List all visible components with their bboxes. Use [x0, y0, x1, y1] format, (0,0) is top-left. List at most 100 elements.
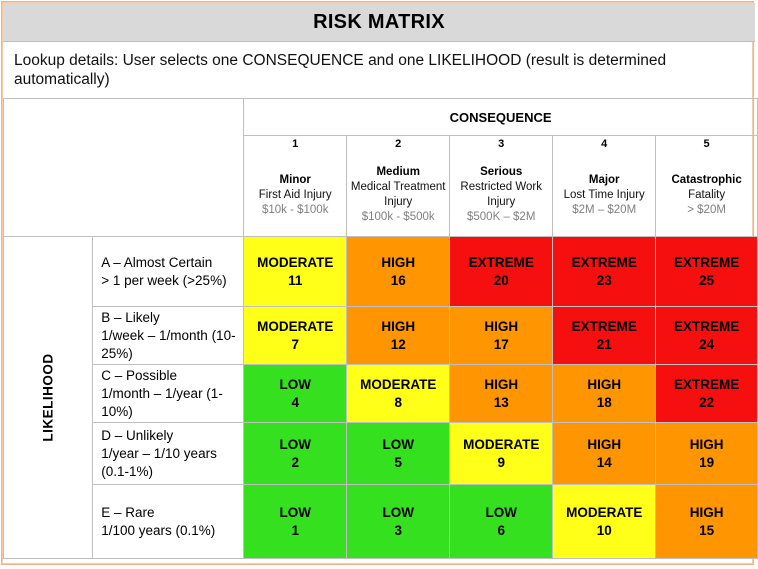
risk-score: 15 [699, 522, 715, 538]
risk-score: 8 [394, 394, 402, 410]
likelihood-frequency: 1/100 years (0.1%) [101, 522, 216, 538]
likelihood-name: E – Rare [101, 504, 155, 520]
risk-cell[interactable]: EXTREME 22 [655, 364, 758, 423]
risk-cell[interactable]: HIGH 18 [552, 364, 657, 423]
consequence-description: Medical Treatment Injury [350, 181, 446, 208]
risk-score: 12 [390, 336, 406, 352]
risk-level: HIGH [484, 376, 519, 392]
risk-cell[interactable]: EXTREME 25 [655, 236, 758, 307]
consequence-option-3[interactable]: Serious Restricted Work Injury $500K – $2M [449, 154, 554, 237]
likelihood-label: LIKELIHOOD [40, 353, 56, 442]
risk-level: MODERATE [257, 318, 334, 334]
risk-cell[interactable]: MODERATE 10 [552, 484, 657, 559]
risk-level: HIGH [689, 504, 724, 520]
risk-cell[interactable]: HIGH 15 [655, 484, 758, 559]
consequence-cost: $100k - $500k [361, 211, 435, 223]
consequence-name: Minor [279, 173, 311, 186]
risk-level: MODERATE [566, 504, 643, 520]
likelihood-option-a[interactable]: A – Almost Certain > 1 per week (>25%) [92, 236, 245, 307]
risk-score: 11 [288, 272, 303, 288]
consequence-option-1[interactable]: Minor First Aid Injury $10k - $100k [243, 154, 348, 237]
risk-score: 25 [699, 272, 715, 288]
risk-score: 5 [394, 454, 402, 470]
risk-cell[interactable]: HIGH 19 [655, 422, 758, 485]
consequence-option-5[interactable]: Catastrophic Fatality > $20M [655, 154, 758, 237]
consequence-name: Catastrophic [671, 173, 742, 186]
risk-cell[interactable]: LOW 4 [243, 364, 348, 423]
risk-cell[interactable]: MODERATE 7 [243, 306, 348, 365]
risk-cell[interactable]: EXTREME 24 [655, 306, 758, 365]
risk-score: 2 [291, 454, 299, 470]
risk-score: 1 [291, 522, 299, 538]
risk-cell[interactable]: HIGH 17 [449, 306, 554, 365]
risk-level: HIGH [689, 436, 724, 452]
risk-score: 18 [596, 394, 612, 410]
risk-cell[interactable]: HIGH 14 [552, 422, 657, 485]
risk-cell[interactable]: LOW 6 [449, 484, 554, 559]
likelihood-row: B – Likely 1/week – 1/month (10-25%) MODER… [4, 306, 758, 365]
consequence-number-5: 5 [655, 135, 758, 154]
likelihood-row: LIKELIHOOD A – Almost Certain > 1 per week… [2, 236, 758, 559]
risk-score: 7 [291, 336, 299, 352]
consequence-option-4[interactable]: Major Lost Time Injury $2M – $20M [552, 154, 657, 237]
consequence-cost: $500K – $2M [466, 211, 536, 223]
risk-level: EXTREME [571, 254, 637, 270]
likelihood-option-e[interactable]: E – Rare 1/100 years (0.1%) [92, 484, 245, 559]
consequence-cost: > $20M [687, 203, 726, 216]
likelihood-option-c[interactable]: C – Possible 1/month – 1/year (1-10%) [92, 364, 245, 423]
risk-score: 16 [390, 272, 406, 288]
likelihood-option-b[interactable]: B – Likely 1/week – 1/month (10-25%) [92, 306, 245, 365]
risk-score: 19 [699, 454, 715, 470]
consequence-name: Serious [480, 166, 523, 178]
risk-cell[interactable]: LOW 2 [243, 422, 348, 485]
risk-cell[interactable]: LOW 5 [346, 422, 451, 485]
risk-cell[interactable]: HIGH 13 [449, 364, 554, 423]
lookup-details: Lookup details: User selects one CONSEQU… [14, 52, 667, 88]
risk-score: 22 [699, 394, 715, 410]
risk-level: HIGH [381, 318, 416, 334]
risk-score: 20 [493, 272, 509, 288]
likelihood-option-d[interactable]: D – Unlikely 1/year – 1/10 years (0.1-1%) [92, 422, 245, 485]
risk-cell[interactable]: EXTREME 20 [449, 236, 554, 307]
risk-level: EXTREME [673, 254, 740, 270]
risk-level: LOW [279, 504, 311, 520]
consequence-description: Lost Time Injury [563, 188, 645, 201]
consequence-name: Major [588, 173, 620, 186]
risk-score: 4 [291, 394, 299, 410]
corner-cell [2, 98, 245, 237]
likelihood-name: B – Likely [101, 309, 160, 325]
likelihood-frequency: 1/year – 1/10 years (0.1-1%) [101, 445, 217, 479]
consequence-number-4: 4 [552, 135, 657, 154]
risk-level: LOW [485, 504, 517, 520]
risk-cell[interactable]: MODERATE 9 [449, 422, 554, 485]
risk-level: MODERATE [360, 376, 437, 392]
risk-cell[interactable]: LOW 3 [346, 484, 451, 559]
likelihood-frequency: 1/week – 1/month (10-25%) [101, 327, 236, 361]
risk-cell[interactable]: HIGH 12 [346, 306, 451, 365]
risk-score: 9 [497, 454, 505, 470]
risk-cell[interactable]: MODERATE 11 [243, 236, 348, 307]
risk-cell[interactable]: HIGH 16 [346, 236, 451, 307]
risk-score: 21 [596, 336, 612, 352]
risk-level: LOW [279, 436, 311, 452]
risk-cell[interactable]: MODERATE 8 [346, 364, 451, 423]
likelihood-row: C – Possible 1/month – 1/year (1-10%) LOW 4… [4, 364, 758, 423]
consequence-cost: $2M – $20M [572, 203, 637, 216]
risk-level: EXTREME [673, 318, 740, 334]
likelihood-header: LIKELIHOOD [2, 236, 94, 559]
risk-cell[interactable]: LOW 1 [243, 484, 348, 559]
consequence-number-2: 2 [346, 135, 451, 154]
risk-level: HIGH [484, 318, 519, 334]
consequence-number-3: 3 [449, 135, 554, 154]
risk-level: MODERATE [463, 436, 540, 452]
consequence-number-1: 1 [243, 135, 348, 154]
risk-cell[interactable]: EXTREME 23 [552, 236, 657, 307]
likelihood-frequency: > 1 per week (>25%) [101, 272, 227, 288]
page-title: RISK MATRIX [3, 3, 755, 42]
risk-level: EXTREME [673, 376, 740, 392]
risk-score: 3 [394, 522, 402, 538]
consequence-description: First Aid Injury [258, 188, 332, 201]
risk-cell[interactable]: EXTREME 21 [552, 306, 657, 365]
consequence-option-2[interactable]: Medium Medical Treatment Injury $100k - $5… [346, 154, 451, 237]
likelihood-frequency: 1/month – 1/year (1-10%) [101, 385, 223, 419]
